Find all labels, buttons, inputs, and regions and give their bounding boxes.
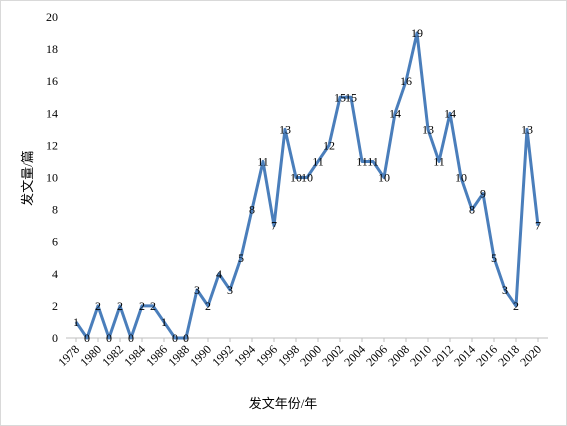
value-label: 0 — [84, 331, 90, 345]
data-line — [74, 31, 540, 340]
value-label: 11 — [257, 154, 269, 168]
value-label: 14 — [444, 106, 456, 120]
y-tick-label: 10 — [46, 171, 58, 185]
value-label: 7 — [271, 219, 277, 233]
value-label: 4 — [216, 267, 222, 281]
value-label: 15 — [334, 90, 346, 104]
value-label: 0 — [172, 331, 178, 345]
value-label: 13 — [521, 122, 533, 136]
value-label: 1 — [161, 315, 167, 329]
value-label: 10 — [455, 171, 467, 185]
x-axis-label: 发文年份/年 — [249, 396, 318, 411]
value-label: 11 — [433, 154, 445, 168]
value-label: 19 — [411, 26, 423, 40]
value-label: 10 — [378, 171, 390, 185]
value-label: 9 — [480, 187, 486, 201]
y-tick-label: 0 — [52, 331, 58, 345]
y-tick-label: 18 — [46, 42, 58, 56]
value-label: 12 — [323, 138, 335, 152]
value-label: 3 — [502, 283, 508, 297]
value-label: 11 — [356, 154, 368, 168]
value-label: 0 — [128, 331, 134, 345]
value-label: 5 — [238, 251, 244, 265]
value-label: 13 — [279, 122, 291, 136]
value-label: 8 — [469, 203, 475, 217]
y-tick-label: 6 — [52, 235, 58, 249]
value-label: 0 — [106, 331, 112, 345]
value-label: 2 — [150, 299, 156, 313]
value-label: 8 — [249, 203, 255, 217]
value-label: 2 — [513, 299, 519, 313]
y-tick-label: 8 — [52, 203, 58, 217]
value-label: 2 — [205, 299, 211, 313]
value-label: 2 — [117, 299, 123, 313]
y-tick-label: 2 — [52, 299, 58, 313]
value-label: 11 — [367, 154, 379, 168]
value-label: 7 — [535, 219, 541, 233]
value-label: 16 — [400, 74, 412, 88]
value-label: 2 — [139, 299, 145, 313]
value-label: 15 — [345, 90, 357, 104]
value-label: 14 — [389, 106, 401, 120]
value-label: 1 — [73, 315, 79, 329]
value-label: 2 — [95, 299, 101, 313]
value-label: 10 — [301, 171, 313, 185]
value-label: 13 — [422, 122, 434, 136]
value-label: 5 — [491, 251, 497, 265]
value-label: 10 — [290, 171, 302, 185]
value-label: 3 — [227, 283, 233, 297]
y-tick-label: 12 — [46, 138, 58, 152]
value-label: 0 — [183, 331, 189, 345]
y-tick-label: 20 — [46, 10, 58, 24]
y-tick-label: 14 — [46, 106, 58, 120]
y-tick-label: 16 — [46, 74, 58, 88]
y-axis-label: 发文量/篇 — [20, 150, 35, 206]
y-tick-label: 4 — [52, 267, 58, 281]
value-label: 11 — [312, 154, 324, 168]
value-label: 3 — [194, 283, 200, 297]
